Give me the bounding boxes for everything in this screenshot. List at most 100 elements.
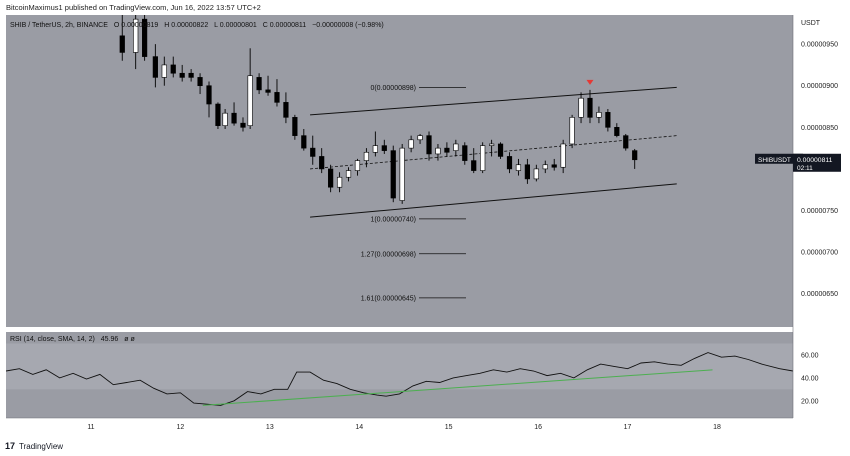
publish-header: BitcoinMaximus1 published on TradingView…	[6, 3, 261, 12]
rsi-value: 45.96	[101, 336, 119, 343]
footer-bar: 17 TradingView	[5, 439, 63, 453]
candle-body	[435, 147, 441, 155]
price-pane	[6, 15, 793, 327]
candle-body	[256, 77, 262, 91]
time-tick-label: 15	[445, 424, 453, 431]
rsi-title: RSI (14, close, SMA, 14, 2)	[10, 336, 95, 343]
price-tick-label: 0.00000900	[801, 83, 838, 90]
candle-body	[551, 164, 557, 168]
candle-body	[578, 97, 584, 118]
candle-body	[319, 156, 325, 170]
candle-body	[497, 143, 504, 157]
candle-body	[381, 145, 387, 151]
candle-body	[614, 127, 620, 136]
candle-body	[274, 92, 280, 103]
rsi-band	[6, 343, 793, 390]
candle-body	[399, 147, 405, 201]
candle-body	[179, 72, 185, 78]
low-label: L	[214, 22, 218, 29]
candle-body	[206, 85, 212, 105]
candle-body	[231, 112, 237, 124]
rsi-tick-label: 40.00	[801, 375, 819, 382]
candle-body	[462, 145, 468, 161]
channel-upper-line	[310, 86, 677, 116]
candle-body	[569, 117, 575, 145]
rsi-line	[6, 352, 793, 406]
candle-body	[515, 164, 522, 171]
fib-label: 1.61(0.00000645)	[361, 295, 416, 302]
rsi-tick-label: 60.00	[801, 352, 819, 359]
open-label: O	[114, 22, 120, 29]
author-name[interactable]: BitcoinMaximus1	[6, 3, 63, 12]
open-value: 0.00000819	[121, 22, 158, 29]
price-tag-price: 0.00000811	[797, 157, 833, 164]
candle-body	[417, 135, 423, 141]
candle-body	[283, 102, 289, 118]
price-tag-countdown: 02:11	[797, 165, 813, 172]
candle-body	[247, 75, 253, 126]
candle-body	[188, 72, 194, 78]
footer-brand[interactable]: TradingView	[19, 441, 64, 451]
candle-body	[119, 35, 125, 53]
chart-legend: SHIB / TetherUS, 2h, BINANCE O 0.0000081…	[10, 22, 384, 29]
candle-body	[596, 112, 602, 118]
time-tick-label: 11	[87, 424, 94, 431]
candle-body	[215, 103, 221, 126]
candle-body	[444, 147, 450, 153]
candle-body	[328, 168, 334, 188]
pane-divider[interactable]	[6, 327, 793, 332]
candle-body	[310, 147, 316, 157]
tradingview-logo-icon[interactable]: 17	[5, 441, 16, 451]
time-tick-label: 12	[176, 424, 184, 431]
candle-body	[265, 89, 271, 93]
candle-body	[632, 150, 638, 161]
time-tick-label: 16	[534, 424, 542, 431]
price-axis[interactable]	[793, 15, 841, 418]
price-tick-label: 0.00000750	[801, 208, 838, 215]
rsi-extra: ø ø	[124, 336, 135, 343]
candle-body	[471, 160, 477, 171]
candle-body	[453, 143, 459, 151]
high-label: H	[164, 22, 169, 29]
symbol-label: SHIB / TetherUS, 2h, BINANCE	[10, 22, 108, 29]
chart-area[interactable]: 0(0.00000898) 1(0.00000740) 1.27(0.0000069…	[6, 15, 841, 436]
price-tick-label: 0.00000950	[801, 42, 838, 49]
high-marker-icon	[586, 79, 594, 85]
candle-body	[605, 112, 611, 128]
time-tick-label: 14	[355, 424, 363, 431]
close-label: C	[263, 22, 268, 29]
time-tick-label: 13	[266, 424, 274, 431]
candle-body	[533, 168, 539, 180]
candle-body	[240, 122, 246, 128]
candle-body	[506, 156, 513, 170]
price-tag: SHIBUSDT 0.00000811 02:11	[755, 153, 841, 172]
currency-label: USDT	[801, 20, 821, 27]
fib-label: 1.27(0.00000698)	[361, 251, 416, 258]
fib-label: 0(0.00000898)	[370, 85, 416, 92]
candle-body	[222, 112, 228, 126]
close-value: 0.00000811	[270, 22, 307, 29]
candle-body	[142, 18, 148, 57]
candle-body	[292, 117, 298, 136]
channel-middle-line	[310, 135, 677, 170]
candle-body	[408, 139, 414, 149]
candle-body	[542, 164, 548, 170]
candle-body	[170, 64, 176, 74]
fib-label: 1(0.00000740)	[370, 216, 416, 223]
high-value: 0.00000822	[171, 22, 208, 29]
candle-body	[336, 176, 343, 188]
channel-lower-line	[310, 183, 677, 218]
candle-body	[560, 143, 566, 168]
candle-body	[372, 145, 378, 153]
candle-body	[623, 135, 629, 149]
candle-body	[354, 160, 361, 171]
candle-body	[587, 97, 593, 118]
candle-body	[345, 170, 352, 178]
price-tick-label: 0.00000850	[801, 125, 838, 132]
rsi-support-line	[202, 369, 713, 406]
candle-body	[133, 18, 139, 53]
time-axis[interactable]	[6, 418, 841, 436]
time-tick-label: 18	[713, 424, 721, 431]
candle-body	[524, 164, 530, 180]
